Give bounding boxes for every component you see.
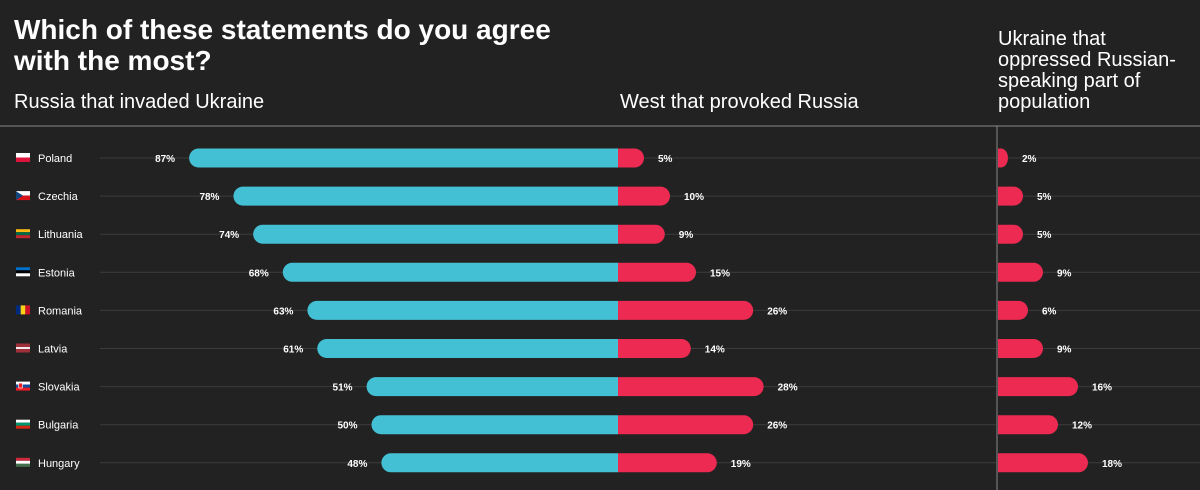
country-label: Hungary bbox=[38, 458, 80, 470]
data-label-ukraine: 12% bbox=[1072, 421, 1092, 432]
data-label-west: 26% bbox=[767, 306, 787, 317]
bar-ukraine bbox=[998, 415, 1058, 435]
poland-flag-icon bbox=[16, 153, 30, 162]
bar-russia bbox=[381, 453, 618, 473]
bar-ukraine bbox=[998, 224, 1023, 244]
row-poland: Poland 87% 5% 2% bbox=[16, 148, 1200, 168]
country-label: Estonia bbox=[38, 267, 76, 279]
bar-west bbox=[618, 453, 717, 473]
bar-ukraine bbox=[998, 453, 1088, 473]
data-label-ukraine: 16% bbox=[1092, 383, 1112, 394]
bar-west bbox=[618, 377, 764, 397]
column-header-ukraine: Ukraine that oppressed Russian-speaking … bbox=[998, 28, 1176, 113]
country-label: Czechia bbox=[38, 191, 79, 203]
data-label-ukraine: 6% bbox=[1042, 306, 1057, 317]
data-label-russia: 74% bbox=[219, 230, 239, 241]
bar-ukraine bbox=[998, 148, 1008, 168]
country-label: Lithuania bbox=[38, 229, 84, 241]
bar-ukraine bbox=[998, 186, 1023, 206]
bar-russia bbox=[317, 339, 618, 358]
data-label-ukraine: 9% bbox=[1057, 345, 1072, 356]
data-label-ukraine: 9% bbox=[1057, 268, 1072, 279]
romania-flag-icon bbox=[16, 305, 30, 315]
row-lithuania: Lithuania 74% 9% 5% bbox=[16, 224, 1200, 244]
bar-russia bbox=[366, 377, 618, 397]
data-label-west: 19% bbox=[731, 459, 751, 470]
bar-ukraine bbox=[998, 339, 1043, 358]
bulgaria-flag-icon bbox=[16, 419, 30, 429]
data-label-west: 5% bbox=[658, 154, 673, 165]
bar-ukraine bbox=[998, 262, 1043, 282]
data-label-russia: 48% bbox=[347, 459, 367, 470]
country-label: Romania bbox=[38, 305, 83, 317]
latvia-flag-icon bbox=[16, 343, 30, 353]
bar-west bbox=[618, 300, 754, 320]
country-label: Latvia bbox=[38, 344, 68, 356]
bar-west bbox=[618, 262, 696, 282]
lithuania-flag-icon bbox=[16, 229, 30, 239]
row-estonia: Estonia 68% 15% 9% bbox=[16, 262, 1200, 282]
data-label-west: 26% bbox=[767, 421, 787, 432]
data-label-ukraine: 5% bbox=[1037, 230, 1052, 241]
czechia-flag-icon bbox=[16, 191, 30, 201]
row-latvia: Latvia 61% 14% 9% bbox=[16, 339, 1200, 358]
data-label-west: 10% bbox=[684, 192, 704, 203]
data-label-west: 9% bbox=[679, 230, 694, 241]
bar-russia bbox=[233, 186, 618, 206]
data-label-west: 14% bbox=[705, 345, 725, 356]
bar-russia bbox=[371, 415, 618, 435]
estonia-flag-icon bbox=[16, 267, 30, 277]
column-header-russia: Russia that invaded Ukraine bbox=[14, 91, 265, 113]
row-hungary: Hungary 48% 19% 18% bbox=[16, 453, 1200, 473]
slovakia-flag-icon bbox=[16, 381, 30, 391]
hungary-flag-icon bbox=[16, 457, 30, 467]
data-label-ukraine: 18% bbox=[1102, 459, 1122, 470]
data-label-russia: 61% bbox=[283, 345, 303, 356]
bar-ukraine bbox=[998, 377, 1078, 397]
bar-russia bbox=[307, 300, 618, 320]
data-label-russia: 51% bbox=[333, 383, 353, 394]
data-label-russia: 63% bbox=[273, 306, 293, 317]
country-label: Bulgaria bbox=[38, 420, 79, 432]
column-header-west: West that provoked Russia bbox=[620, 91, 859, 113]
data-label-russia: 78% bbox=[199, 192, 219, 203]
bar-west bbox=[618, 415, 754, 435]
row-slovakia: Slovakia 51% 28% 16% bbox=[16, 377, 1200, 397]
row-romania: Romania 63% 26% 6% bbox=[16, 300, 1200, 320]
bar-west bbox=[618, 339, 691, 358]
bar-russia bbox=[253, 224, 618, 244]
data-label-ukraine: 2% bbox=[1022, 154, 1037, 165]
bar-west bbox=[618, 224, 665, 244]
bar-ukraine bbox=[998, 300, 1028, 320]
row-bulgaria: Bulgaria 50% 26% 12% bbox=[16, 415, 1200, 435]
data-label-west: 15% bbox=[710, 268, 730, 279]
bar-russia bbox=[189, 148, 618, 168]
data-label-russia: 68% bbox=[249, 268, 269, 279]
data-label-ukraine: 5% bbox=[1037, 192, 1052, 203]
bar-russia bbox=[282, 262, 618, 282]
chart-title: Which of these statements do you agree w… bbox=[14, 14, 551, 76]
bar-west bbox=[618, 148, 644, 168]
data-label-russia: 87% bbox=[155, 154, 175, 165]
country-label: Slovakia bbox=[38, 382, 80, 394]
row-czechia: Czechia 78% 10% 5% bbox=[16, 186, 1200, 206]
bar-west bbox=[618, 186, 670, 206]
data-label-russia: 50% bbox=[337, 421, 357, 432]
data-label-west: 28% bbox=[778, 383, 798, 394]
country-label: Poland bbox=[38, 153, 72, 165]
